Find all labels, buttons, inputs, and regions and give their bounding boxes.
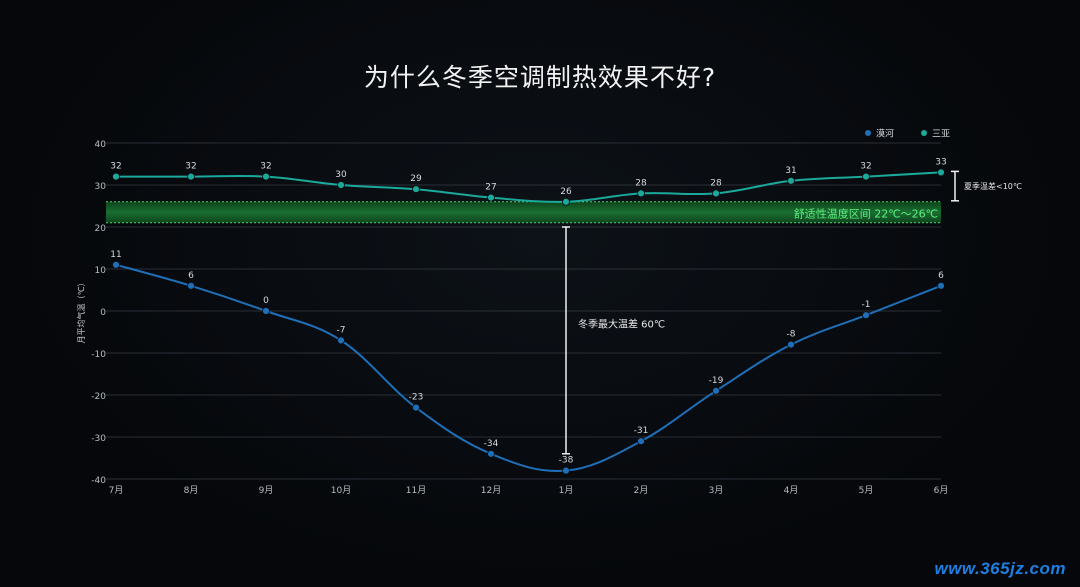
data-label-mohe: -8 xyxy=(787,330,796,340)
data-point-sanya xyxy=(937,168,945,177)
data-point-sanya xyxy=(712,189,720,198)
watermark: www.365jz.com xyxy=(934,559,1066,578)
summer-range-label: 夏季温差<10℃ xyxy=(964,181,1022,191)
comfort-band-label: 舒适性温度区间 22℃～26℃ xyxy=(794,206,938,220)
data-label-mohe: -34 xyxy=(484,439,499,449)
data-label-mohe: 0 xyxy=(263,296,269,306)
data-point-sanya xyxy=(562,197,570,206)
data-label-mohe: -7 xyxy=(337,325,346,335)
x-tick-label: 4月 xyxy=(784,485,799,496)
data-point-mohe xyxy=(862,311,870,320)
legend-marker-sanya xyxy=(921,130,927,136)
data-point-sanya xyxy=(187,172,195,181)
series-line-sanya xyxy=(115,171,942,203)
data-label-sanya: 26 xyxy=(560,187,572,197)
data-point-mohe xyxy=(937,281,945,290)
data-label-sanya: 28 xyxy=(635,178,647,188)
data-point-mohe xyxy=(562,466,570,475)
x-tick-label: 2月 xyxy=(634,485,649,496)
y-tick-label: 40 xyxy=(95,140,107,150)
data-point-mohe xyxy=(112,260,120,269)
data-point-sanya xyxy=(262,172,270,181)
data-point-mohe xyxy=(487,449,495,458)
legend-marker-mohe xyxy=(865,130,871,136)
x-tick-label: 5月 xyxy=(859,485,874,496)
data-label-mohe: -1 xyxy=(862,300,871,310)
x-tick-label: 12月 xyxy=(481,485,501,496)
data-point-sanya xyxy=(637,189,645,198)
data-label-mohe: 11 xyxy=(110,250,121,260)
data-label-sanya: 28 xyxy=(710,178,722,188)
data-label-mohe: 6 xyxy=(188,271,194,281)
y-tick-label: -40 xyxy=(91,476,106,486)
winter-range-label: 冬季最大温差 60℃ xyxy=(578,318,665,331)
y-tick-label: -10 xyxy=(91,350,106,360)
x-tick-label: 1月 xyxy=(559,485,574,496)
data-label-mohe: -38 xyxy=(559,456,574,466)
legend-label-sanya: 三亚 xyxy=(932,129,950,140)
x-tick-label: 8月 xyxy=(184,485,199,496)
data-point-mohe xyxy=(787,340,795,349)
x-tick-label: 11月 xyxy=(406,485,426,496)
y-axis-label: 月平均气温（℃） xyxy=(76,279,86,344)
legend-label-mohe: 漠河 xyxy=(876,128,894,140)
y-tick-label: 0 xyxy=(100,308,106,318)
data-label-sanya: 32 xyxy=(260,162,271,172)
x-tick-label: 6月 xyxy=(934,485,949,496)
data-label-sanya: 27 xyxy=(485,183,496,193)
page-title: 为什么冬季空调制热效果不好? xyxy=(363,63,717,92)
data-label-sanya: 30 xyxy=(335,170,347,180)
x-tick-label: 3月 xyxy=(709,485,724,496)
data-point-sanya xyxy=(112,172,120,181)
y-tick-label: -30 xyxy=(91,434,106,444)
data-label-mohe: -23 xyxy=(409,393,424,403)
data-point-sanya xyxy=(862,172,870,181)
data-label-sanya: 32 xyxy=(185,162,196,172)
data-point-mohe xyxy=(337,336,345,345)
data-point-mohe xyxy=(412,403,420,412)
data-point-mohe xyxy=(187,281,195,290)
data-label-sanya: 32 xyxy=(860,162,871,172)
data-point-mohe xyxy=(712,386,720,395)
series-line-mohe xyxy=(115,263,942,472)
data-point-sanya xyxy=(412,185,420,194)
y-tick-label: 30 xyxy=(95,182,107,192)
data-label-sanya: 33 xyxy=(935,157,946,167)
data-point-sanya xyxy=(787,176,795,185)
data-label-mohe: -31 xyxy=(634,426,649,436)
data-label-sanya: 32 xyxy=(110,162,121,172)
x-tick-label: 7月 xyxy=(109,485,124,496)
y-tick-label: 10 xyxy=(95,266,107,276)
x-tick-label: 10月 xyxy=(331,485,351,496)
y-tick-label: -20 xyxy=(91,392,106,402)
comfort-band xyxy=(106,201,941,223)
data-point-mohe xyxy=(262,307,270,315)
data-point-sanya xyxy=(487,193,495,202)
data-label-mohe: -19 xyxy=(709,376,724,386)
x-tick-label: 9月 xyxy=(259,485,274,496)
data-label-mohe: 6 xyxy=(938,271,944,281)
data-label-sanya: 31 xyxy=(785,166,796,176)
y-tick-label: 20 xyxy=(95,224,107,234)
data-point-mohe xyxy=(637,437,645,446)
data-point-sanya xyxy=(337,181,345,189)
data-label-sanya: 29 xyxy=(410,174,422,184)
